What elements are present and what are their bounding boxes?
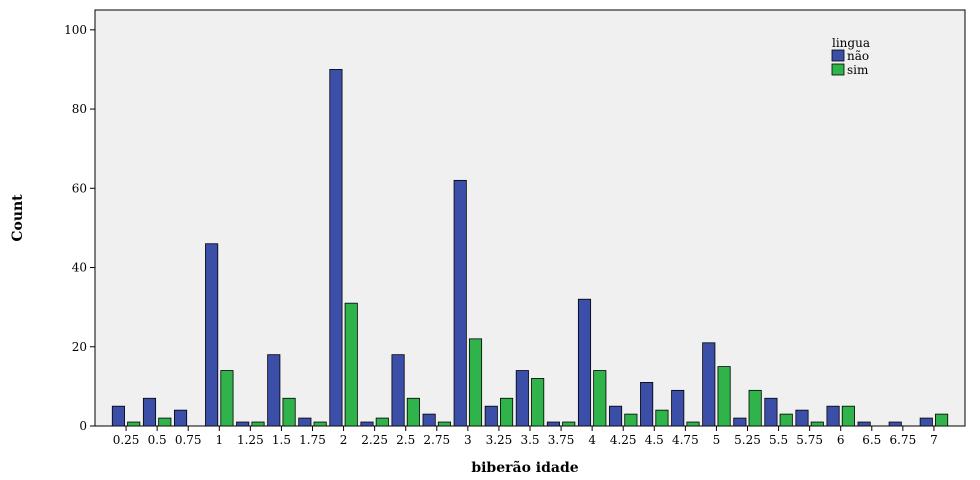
bar-nao bbox=[267, 354, 281, 427]
x-tick-label: 1.25 bbox=[237, 433, 264, 447]
bar-sim bbox=[624, 413, 638, 427]
bar-nao bbox=[577, 298, 592, 427]
bar-nao bbox=[546, 421, 560, 427]
bar-nao bbox=[142, 397, 157, 427]
y-tick-label: 20 bbox=[72, 340, 87, 354]
x-tick-label: 4.75 bbox=[672, 433, 699, 447]
x-tick-label: 6.5 bbox=[862, 433, 881, 447]
y-tick-label: 100 bbox=[64, 23, 87, 37]
bar-sim bbox=[127, 421, 141, 427]
bar-nao bbox=[205, 243, 219, 427]
bar-sim bbox=[375, 417, 389, 427]
x-tick-label: 1.75 bbox=[299, 433, 326, 447]
x-tick-label: 4.5 bbox=[645, 433, 664, 447]
bar-nao bbox=[236, 421, 250, 427]
x-tick-label: 2 bbox=[340, 433, 348, 447]
bar-sim bbox=[531, 378, 545, 427]
x-axis-title: biberão idade bbox=[471, 459, 578, 476]
bar-nao bbox=[888, 421, 902, 427]
bar-nao bbox=[733, 417, 747, 427]
legend-title: lingua bbox=[832, 36, 870, 50]
bar-sim bbox=[468, 338, 483, 427]
bar-nao bbox=[422, 413, 436, 427]
x-tick-label: 4 bbox=[588, 433, 596, 447]
bar-sim bbox=[437, 421, 451, 427]
x-tick-label: 0.75 bbox=[175, 433, 202, 447]
y-tick-label: 80 bbox=[72, 102, 87, 116]
x-tick-label: 5 bbox=[713, 433, 721, 447]
bar-sim bbox=[593, 370, 607, 427]
bar-nao bbox=[329, 69, 343, 427]
bar-nao bbox=[764, 397, 778, 427]
y-tick-label: 60 bbox=[72, 181, 87, 195]
legend-swatch bbox=[831, 63, 845, 76]
legend-label: sim bbox=[847, 63, 869, 77]
x-tick-label: 3.75 bbox=[548, 433, 575, 447]
legend-swatch bbox=[831, 49, 845, 62]
bar-sim bbox=[313, 421, 327, 427]
x-tick-label: 1.5 bbox=[272, 433, 291, 447]
bar-nao bbox=[795, 409, 809, 427]
bar-nao bbox=[174, 409, 188, 427]
plot-area bbox=[94, 9, 966, 427]
x-tick-label: 2.25 bbox=[361, 433, 388, 447]
bar-nao bbox=[484, 405, 498, 427]
x-tick-label: 6 bbox=[837, 433, 845, 447]
x-tick-label: 2.75 bbox=[423, 433, 450, 447]
bar-sim bbox=[158, 417, 172, 427]
x-tick-label: 1 bbox=[215, 433, 223, 447]
bar-nao bbox=[671, 389, 685, 427]
y-axis: 0 20 40 60 80 100 bbox=[64, 23, 95, 433]
legend-label: não bbox=[847, 49, 869, 63]
y-axis-title: Count bbox=[10, 194, 26, 242]
x-tick-label: 3.25 bbox=[486, 433, 513, 447]
bar-sim bbox=[717, 366, 731, 427]
bar-nao bbox=[609, 405, 623, 427]
x-tick-label: 5.5 bbox=[769, 433, 788, 447]
x-tick-label: 7 bbox=[930, 433, 938, 447]
x-tick-label: 0.5 bbox=[148, 433, 167, 447]
x-tick-label: 3 bbox=[464, 433, 472, 447]
bar-sim bbox=[282, 397, 296, 427]
x-tick-label: 2.5 bbox=[396, 433, 415, 447]
x-tick-label: 6.75 bbox=[889, 433, 916, 447]
bar-sim bbox=[686, 421, 700, 427]
x-tick-label: 3.5 bbox=[520, 433, 539, 447]
bar-sim bbox=[810, 421, 824, 427]
bar-nao bbox=[857, 421, 871, 427]
x-tick-label: 5.25 bbox=[734, 433, 761, 447]
bar-nao bbox=[640, 382, 654, 427]
bar-sim bbox=[220, 370, 234, 427]
x-tick-label: 4.25 bbox=[610, 433, 637, 447]
x-tick-label: 0.25 bbox=[113, 433, 140, 447]
bar-sim bbox=[779, 413, 793, 427]
bar-sim bbox=[935, 413, 949, 427]
bar-sim bbox=[344, 302, 358, 427]
bar-nao bbox=[515, 370, 529, 427]
bar-sim bbox=[251, 421, 265, 427]
bar-sim bbox=[562, 421, 576, 427]
bar-nao bbox=[360, 421, 374, 427]
x-axis: 0.25 0.5 0.75 1 1.25 1.5 1.75 2 2.25 2.5 2.75 3 3.25… bbox=[113, 426, 938, 447]
y-tick-label: 40 bbox=[72, 261, 87, 275]
bar-nao bbox=[298, 417, 312, 427]
bar-sim bbox=[748, 389, 762, 427]
bar-sim bbox=[841, 405, 855, 427]
bars-group bbox=[111, 69, 949, 427]
x-tick-label: 5.75 bbox=[796, 433, 823, 447]
bar-nao bbox=[111, 405, 125, 427]
bar-sim bbox=[655, 409, 669, 427]
bar-sim bbox=[500, 397, 514, 427]
bar-nao bbox=[391, 354, 405, 427]
bar-nao bbox=[919, 417, 933, 427]
y-tick-label: 0 bbox=[79, 419, 87, 433]
bar-sim bbox=[406, 397, 420, 427]
bar-nao bbox=[826, 405, 840, 427]
bar-nao bbox=[453, 179, 467, 427]
bar-nao bbox=[702, 342, 716, 427]
